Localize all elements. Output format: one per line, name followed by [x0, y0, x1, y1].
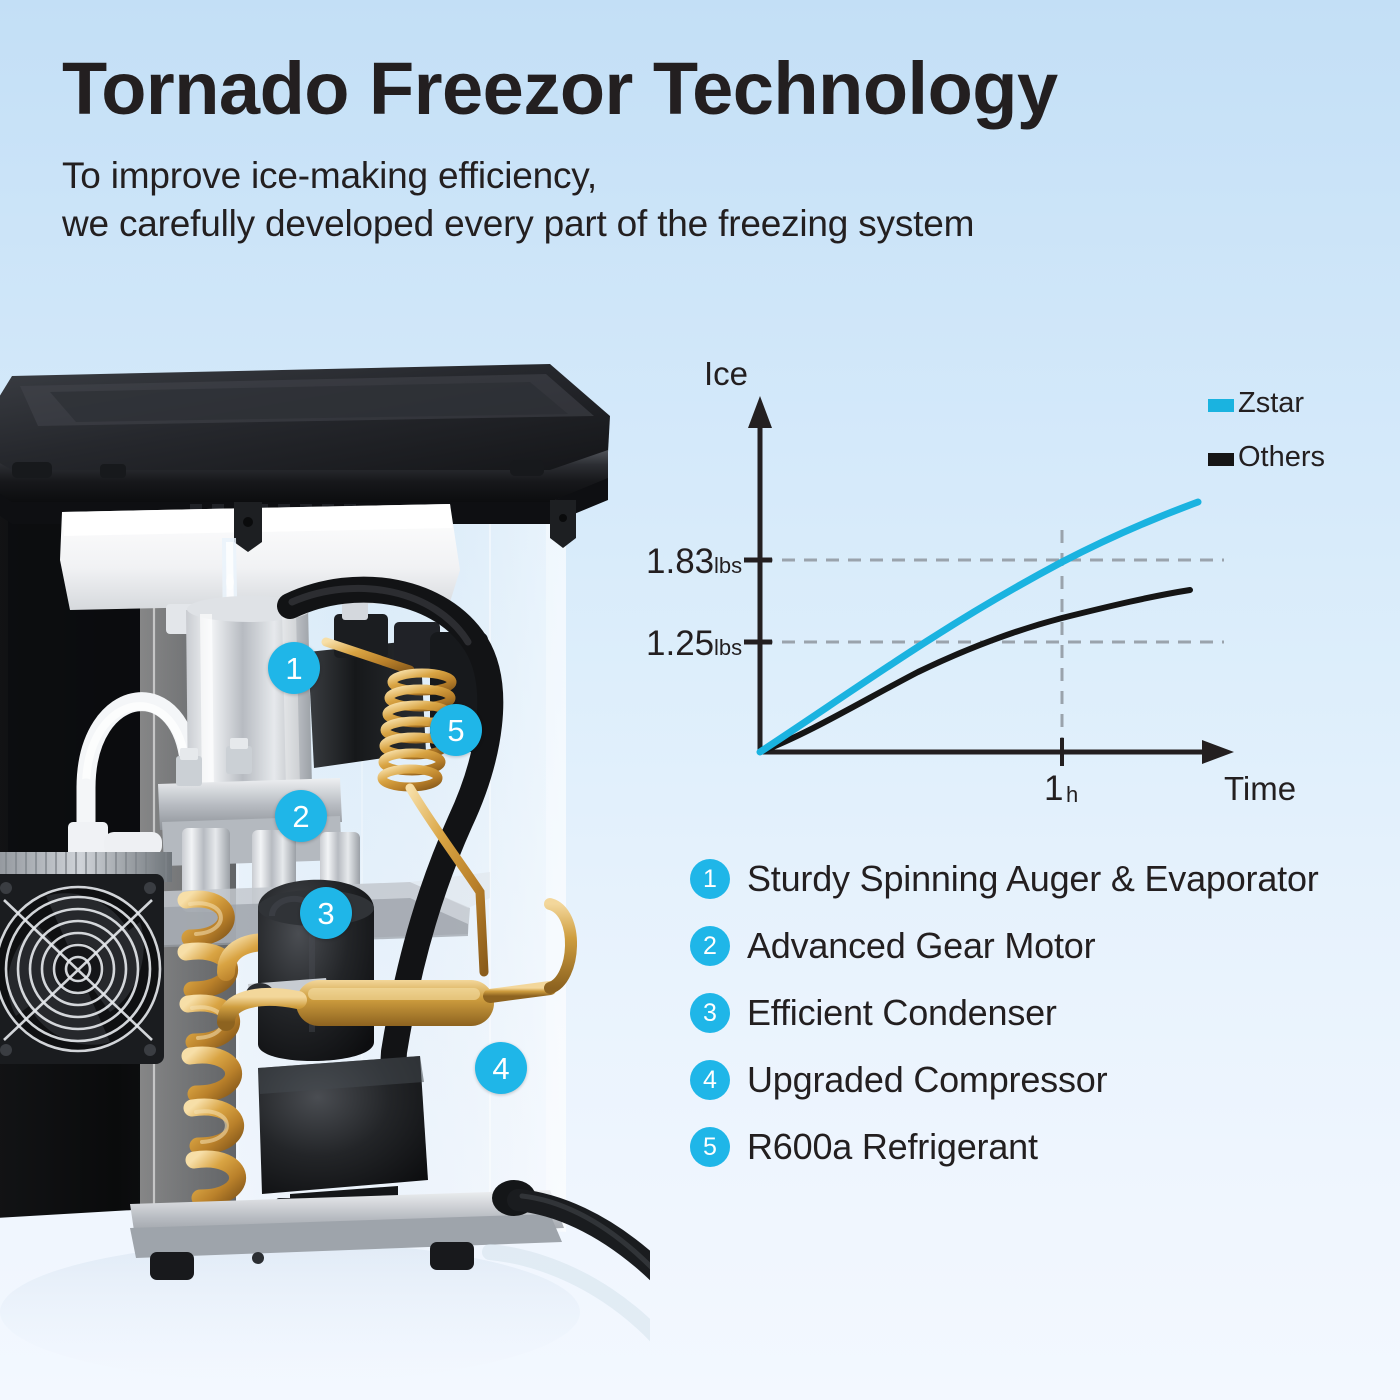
ice-production-chart: Ice Time 1.83 lbs 1.25 lbs 1 h Zstar Oth… — [632, 352, 1372, 822]
feature-item-5: 5 R600a Refrigerant — [690, 1120, 1390, 1174]
feature-label-4: Upgraded Compressor — [747, 1059, 1108, 1100]
legend-swatch-others — [1208, 453, 1234, 466]
feature-badge-5: 5 — [690, 1127, 730, 1167]
chart-y-axis-label: Ice — [704, 355, 748, 392]
feature-item-4: 4 Upgraded Compressor — [690, 1053, 1390, 1107]
svg-text:lbs: lbs — [714, 553, 742, 578]
product-callout-4: 4 — [475, 1042, 527, 1094]
feature-badge-3: 3 — [690, 993, 730, 1033]
feature-item-1: 1 Sturdy Spinning Auger & Evaporator — [690, 852, 1390, 906]
product-cutaway-image: 1 2 3 4 5 — [0, 352, 650, 1400]
feature-label-3: Efficient Condenser — [747, 992, 1057, 1033]
feature-item-2: 2 Advanced Gear Motor — [690, 919, 1390, 973]
chart-x-axis-label: Time — [1224, 770, 1296, 807]
svg-text:1: 1 — [1044, 769, 1063, 808]
feature-label-5: R600a Refrigerant — [747, 1126, 1038, 1167]
chart-legend: Zstar Others — [1208, 387, 1325, 473]
svg-text:lbs: lbs — [714, 635, 742, 660]
series-others-line — [757, 587, 1193, 755]
feature-label-1: Sturdy Spinning Auger & Evaporator — [747, 858, 1319, 899]
legend-label-others: Others — [1238, 441, 1325, 473]
series-zstar-line — [756, 498, 1202, 756]
legend-swatch-zstar — [1208, 399, 1234, 412]
feature-badge-4: 4 — [690, 1060, 730, 1100]
chart-y-tick-1-25: 1.25 lbs — [646, 624, 742, 663]
feature-badge-2: 2 — [690, 926, 730, 966]
svg-text:1.25: 1.25 — [646, 624, 714, 663]
product-callout-2: 2 — [275, 790, 327, 842]
feature-badge-1: 1 — [690, 859, 730, 899]
product-callout-5: 5 — [430, 704, 482, 756]
svg-text:h: h — [1066, 782, 1078, 807]
feature-item-3: 3 Efficient Condenser — [690, 986, 1390, 1040]
product-callout-1: 1 — [268, 642, 320, 694]
feature-label-2: Advanced Gear Motor — [747, 925, 1096, 966]
feature-list: 1 Sturdy Spinning Auger & Evaporator 2 A… — [690, 852, 1390, 1187]
subtitle-line-1: To improve ice-making efficiency, — [62, 155, 597, 196]
legend-label-zstar: Zstar — [1238, 387, 1304, 419]
page-subtitle: To improve ice-making efficiency, we car… — [62, 152, 1302, 248]
subtitle-line-2: we carefully developed every part of the… — [62, 203, 975, 245]
chart-y-tick-1-83: 1.83 lbs — [646, 542, 742, 581]
header: Tornado Freezor Technology To improve ic… — [62, 52, 1302, 248]
svg-text:1.83: 1.83 — [646, 542, 714, 581]
chart-x-tick-1h: 1 h — [1044, 769, 1078, 808]
page-title: Tornado Freezor Technology — [62, 47, 1058, 130]
product-callout-3: 3 — [300, 887, 352, 939]
